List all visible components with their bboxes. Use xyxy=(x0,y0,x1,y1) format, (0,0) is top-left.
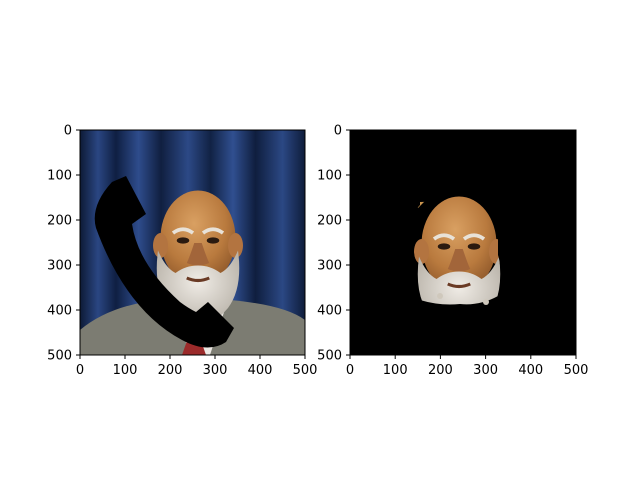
right-x-tick-label-2: 200 xyxy=(428,363,453,378)
right-axes-ticks: 0 100 200 300 400 500 0 100 200 300 400 500 xyxy=(317,124,588,379)
right-x-tick-label-4: 400 xyxy=(518,363,543,378)
left-y-tick-label-5: 500 xyxy=(47,349,72,364)
right-x-tick-label-1: 100 xyxy=(383,363,408,378)
right-x-tick-label-5: 500 xyxy=(564,363,589,378)
right-y-tick-label-3: 300 xyxy=(317,259,342,274)
mask-edge-right xyxy=(498,190,576,355)
mask-edge-bottom xyxy=(420,296,498,355)
left-x-tick-label-2: 200 xyxy=(158,363,183,378)
left-x-tick-label-4: 400 xyxy=(248,363,273,378)
right-axes-frame xyxy=(349,129,577,356)
left-axes-ticks: 0 100 200 300 400 500 0 100 200 300 400 500 xyxy=(47,124,317,379)
left-x-tick-label-0: 0 xyxy=(76,363,84,378)
right-x-tick-label-0: 0 xyxy=(346,363,354,378)
right-image-panel xyxy=(350,130,576,355)
left-x-tick-label-1: 100 xyxy=(113,363,138,378)
left-image-panel xyxy=(80,130,305,355)
left-y-tick-label-2: 200 xyxy=(47,214,72,229)
right-y-tick-label-1: 100 xyxy=(317,169,342,184)
left-y-tick-label-0: 0 xyxy=(64,124,72,139)
left-y-tick-label-4: 400 xyxy=(47,304,72,319)
right-y-tick-label-2: 200 xyxy=(317,214,342,229)
mask-edge-left xyxy=(350,130,420,305)
right-y-tick-label-5: 500 xyxy=(317,349,342,364)
left-axes-frame xyxy=(79,129,306,356)
right-y-tick-label-0: 0 xyxy=(334,124,342,139)
left-y-tick-label-1: 100 xyxy=(47,169,72,184)
left-y-tick-label-3: 300 xyxy=(47,259,72,274)
left-x-tick-label-3: 300 xyxy=(203,363,228,378)
right-y-tick-label-4: 400 xyxy=(317,304,342,319)
phone-handset-icon xyxy=(94,176,234,348)
left-x-tick-label-5: 500 xyxy=(293,363,318,378)
mask-edge-top xyxy=(420,130,576,202)
right-x-tick-label-3: 300 xyxy=(473,363,498,378)
